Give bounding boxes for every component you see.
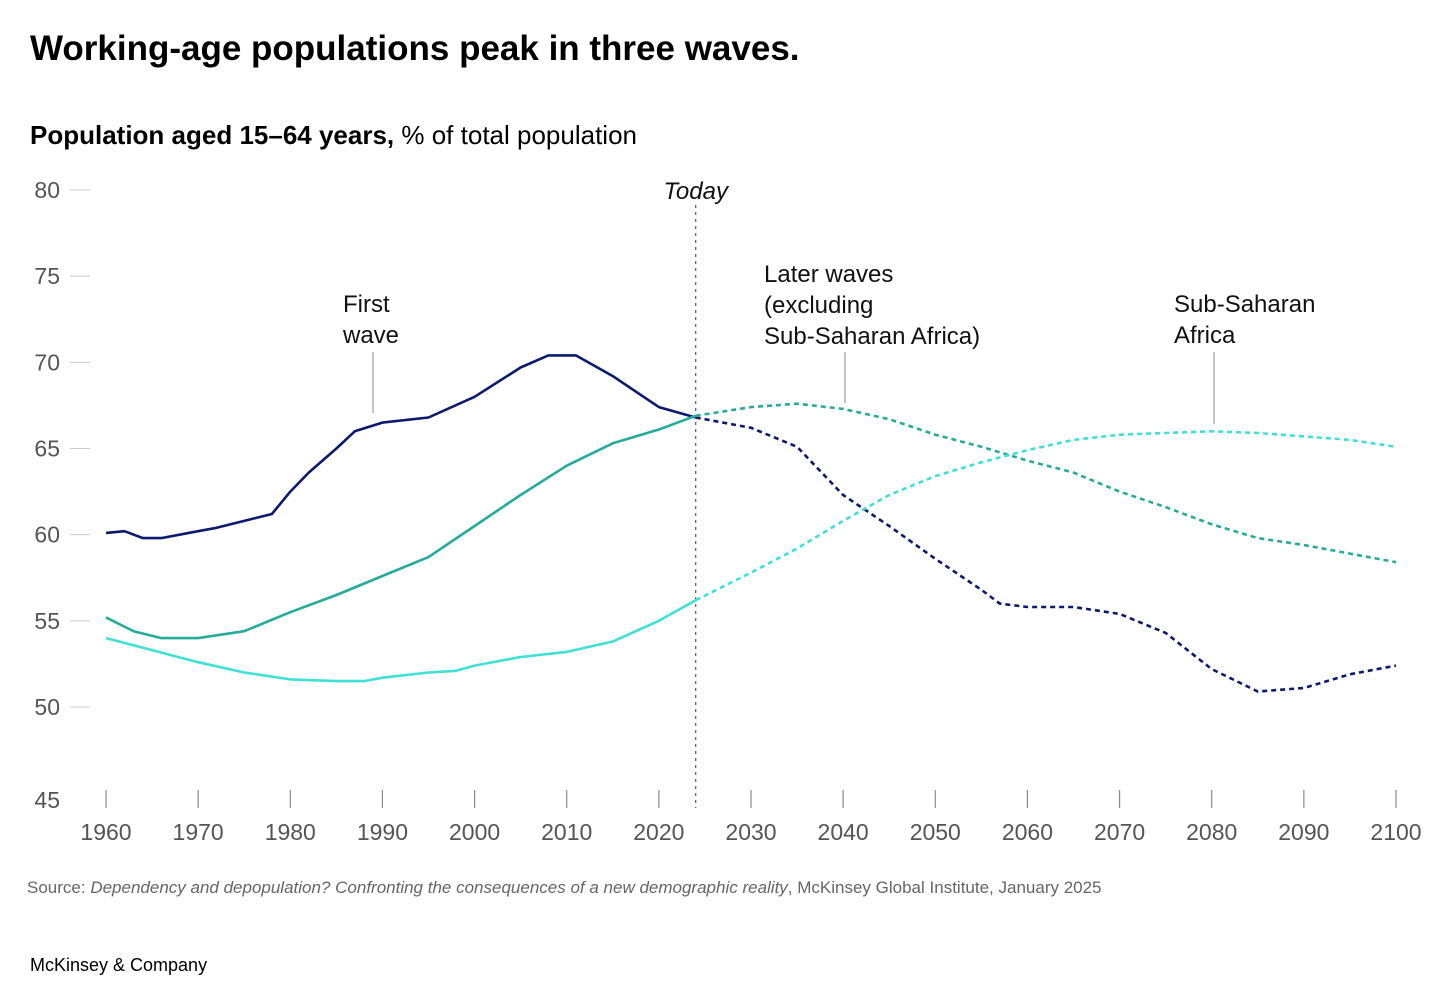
series-annotation: wave [342,322,399,349]
series-line-projection [695,429,1397,602]
series-line-historical [105,414,697,640]
source-prefix: Source: [27,878,90,897]
y-tick-label: 60 [34,522,60,548]
series-annotation: Later waves [764,261,893,288]
source-title: Dependency and depopulation? Confronting… [90,878,789,897]
x-tick-label: 2010 [541,819,592,845]
y-tick-label: 65 [34,436,60,462]
subtitle-bold: Population aged 15–64 years, [30,120,394,150]
series-annotation: (excluding [764,292,873,319]
x-tick-label: 2100 [1370,819,1421,845]
y-tick-label: 70 [34,349,60,375]
y-tick-label: 75 [34,263,60,289]
y-tick-label: 55 [34,608,60,634]
x-tick-label: 2080 [1186,819,1237,845]
x-tick-label: 2020 [633,819,684,845]
subtitle-units: % of total population [394,120,637,150]
chart-subtitle: Population aged 15–64 years, % of total … [30,120,637,150]
series-annotation: Africa [1174,322,1236,349]
y-tick-label: 80 [34,177,60,203]
y-tick-label: 50 [34,694,60,720]
brand-logo: McKinsey & Company [30,955,207,975]
source-note: Source: Dependency and depopulation? Con… [27,878,1102,897]
x-tick-label: 1980 [265,819,316,845]
x-tick-label: 1970 [173,819,224,845]
x-tick-label: 2030 [725,819,776,845]
today-label: Today [663,178,730,205]
x-tick-label: 2070 [1094,819,1145,845]
x-tick-label: 2060 [1002,819,1053,845]
series-line-projection [695,416,1397,693]
x-tick-label: 1960 [80,819,131,845]
x-tick-label: 2040 [818,819,869,845]
series-annotation: First [343,291,390,318]
series-line-historical [105,599,697,683]
x-tick-label: 2090 [1278,819,1329,845]
x-tick-label: 1990 [357,819,408,845]
chart-title: Working-age populations peak in three wa… [30,29,800,68]
series-line-projection [695,402,1397,564]
series-annotation: Sub-Saharan Africa) [764,323,980,350]
x-tick-label: 2000 [449,819,500,845]
series-line-historical [105,354,697,540]
series-annotation: Sub-Saharan [1174,291,1315,318]
x-tick-label: 2050 [910,819,961,845]
source-suffix: , McKinsey Global Institute, January 202… [788,878,1102,897]
y-tick-label: 45 [34,787,60,813]
